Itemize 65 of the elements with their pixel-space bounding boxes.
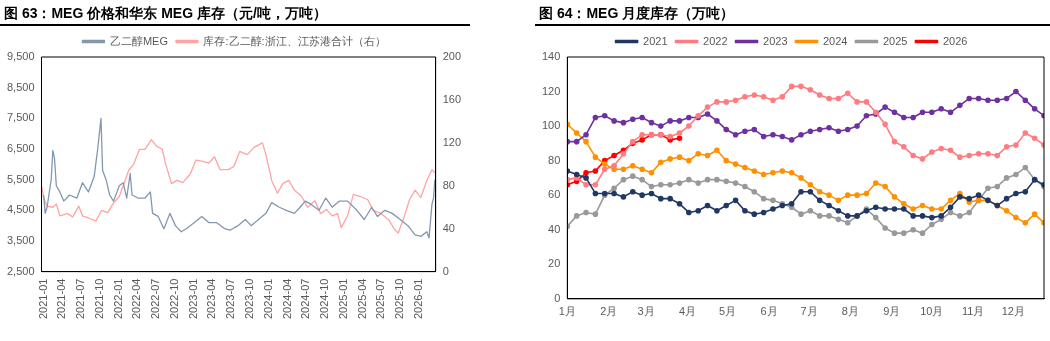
legend-label: 2022 <box>703 34 728 47</box>
x-tick-label: 2026-01 <box>412 278 425 320</box>
x-tick-label: 2025-01 <box>337 278 350 320</box>
x-tick-label: 2021-07 <box>73 278 86 320</box>
y-tick-label: 2,500 <box>7 264 35 277</box>
legend-label: 2025 <box>882 34 908 47</box>
legend-label: 2021 <box>643 34 668 47</box>
x-tick-label: 2023-07 <box>224 278 237 320</box>
x-tick-label: 2023-10 <box>242 278 255 320</box>
legend-label: 2023 <box>763 34 788 47</box>
x-tick-label: 2月 <box>600 305 618 318</box>
x-tick-label: 6月 <box>760 305 778 318</box>
y-tick-label: 40 <box>548 222 561 235</box>
y2-tick-label: 0 <box>442 264 449 277</box>
x-tick-label: 4月 <box>678 305 697 318</box>
y-tick-label: 20 <box>548 257 561 270</box>
y2-tick-label: 40 <box>442 221 455 234</box>
y2-tick-label: 160 <box>442 92 462 105</box>
x-tick-label: 7月 <box>800 305 818 318</box>
x-tick-label: 2023-01 <box>186 278 199 320</box>
legend-label: 2026 <box>942 34 968 47</box>
x-tick-label: 2025-10 <box>393 278 406 320</box>
y-tick-label: 100 <box>541 119 561 132</box>
x-tick-label: 2025-04 <box>355 278 368 320</box>
x-tick-label: 2022-04 <box>130 278 143 320</box>
x-tick-label: 2025-07 <box>374 278 387 320</box>
x-tick-label: 3月 <box>637 305 655 318</box>
legend-label: 2024 <box>823 34 848 47</box>
x-tick-label: 2024-07 <box>299 278 312 320</box>
chart-title: 图 64：MEG 月度库存（万吨） <box>535 0 1050 26</box>
x-tick-label: 2023-04 <box>205 278 218 320</box>
x-tick-label: 9月 <box>883 305 901 318</box>
x-tick-label: 11月 <box>962 305 985 318</box>
y-tick-label: 4,500 <box>7 203 35 216</box>
x-tick-label: 2024-01 <box>261 278 274 320</box>
y-tick-label: 60 <box>548 188 561 201</box>
x-tick-label: 2022-10 <box>167 278 180 320</box>
x-tick-label: 10月 <box>920 305 944 318</box>
x-tick-label: 2024-10 <box>318 278 331 320</box>
x-tick-label: 2021-01 <box>36 278 49 320</box>
y-tick-label: 5,500 <box>7 172 35 185</box>
legend-label: 乙二醇MEG <box>109 34 168 47</box>
y2-tick-label: 200 <box>442 50 462 63</box>
x-tick-label: 12月 <box>1001 305 1025 318</box>
y-tick-label: 3,500 <box>7 234 35 246</box>
x-tick-label: 8月 <box>841 305 859 318</box>
y-tick-label: 7,500 <box>7 111 35 124</box>
chart-title: 图 63：MEG 价格和华东 MEG 库存（元/吨，万吨） <box>0 0 470 26</box>
x-tick-label: 1月 <box>558 305 576 318</box>
x-tick-label: 2022-07 <box>148 278 161 320</box>
y-tick-label: 6,500 <box>7 142 35 155</box>
x-tick-label: 2021-10 <box>92 278 105 320</box>
y2-tick-label: 80 <box>442 178 455 191</box>
x-tick-label: 5月 <box>719 305 737 318</box>
y-tick-label: 9,500 <box>7 50 35 63</box>
y2-tick-label: 120 <box>442 135 462 148</box>
y-tick-label: 80 <box>548 153 561 166</box>
y-tick-label: 0 <box>554 291 561 304</box>
x-tick-label: 2024-04 <box>280 278 293 320</box>
x-tick-label: 2022-01 <box>111 278 124 320</box>
x-tick-label: 2021-04 <box>55 278 68 320</box>
y-tick-label: 140 <box>541 50 561 63</box>
legend-label: 库存:乙二醇:浙江、江苏港合计（右） <box>203 34 386 47</box>
y-tick-label: 120 <box>541 84 561 97</box>
y-tick-label: 8,500 <box>7 80 35 93</box>
